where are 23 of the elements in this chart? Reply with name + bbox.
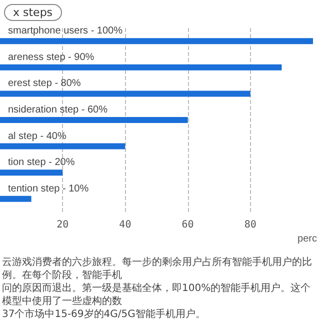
x-tick-label: 20	[56, 220, 69, 230]
bar	[0, 170, 63, 176]
text: 云游戏消费者的六步旅程。每一步的剩余用户占所有智能手机用户的比例。在每个阶段，智能手机	[2, 257, 312, 281]
x-tick-label: 60	[182, 220, 194, 230]
y-tick-label: erest step - 80%	[8, 78, 81, 90]
y-tick-label: areness step - 90%	[8, 52, 94, 63]
x-axis-title: perc	[298, 234, 317, 244]
x-tick-label: 40	[119, 220, 132, 230]
y-tick-label: tention step - 10%	[8, 183, 89, 194]
bar	[0, 143, 126, 150]
bar	[0, 64, 282, 70]
text: 37个市场中15-69岁的4G/5G智能手机用户。	[2, 309, 206, 320]
bar	[0, 196, 32, 202]
chart-title: x steps	[4, 4, 62, 21]
y-tick-label: nsideration step - 60%	[8, 104, 108, 116]
y-tick-label: smartphone users - 100%	[8, 26, 123, 37]
bar	[0, 90, 250, 97]
bar	[0, 117, 188, 123]
bar	[0, 38, 313, 44]
x-tick-label: 80	[244, 220, 256, 230]
text: 问的原因而退出。第一级是基础全体，即100%的智能手机用户。这个模型中使用了一些虚构的数	[2, 283, 311, 307]
y-tick-label: al step - 40%	[8, 130, 66, 142]
y-tick-label: tion step - 20%	[8, 157, 75, 168]
